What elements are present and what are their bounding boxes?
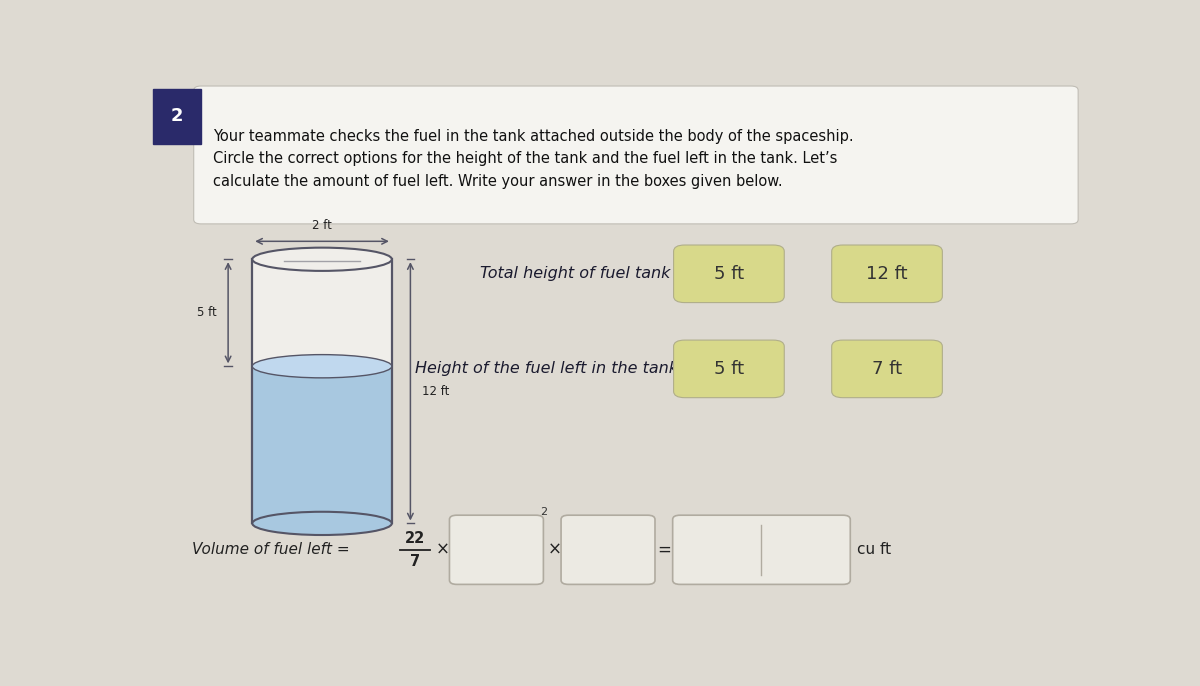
- FancyBboxPatch shape: [673, 340, 785, 398]
- Text: Height of the fuel left in the tank =: Height of the fuel left in the tank =: [415, 362, 696, 377]
- Text: 12 ft: 12 ft: [866, 265, 907, 283]
- FancyBboxPatch shape: [450, 515, 544, 584]
- FancyBboxPatch shape: [673, 515, 851, 584]
- FancyBboxPatch shape: [832, 340, 942, 398]
- Ellipse shape: [252, 248, 391, 271]
- FancyBboxPatch shape: [673, 245, 785, 303]
- Text: 5 ft: 5 ft: [714, 265, 744, 283]
- Text: Your teammate checks the fuel in the tank attached outside the body of the space: Your teammate checks the fuel in the tan…: [214, 128, 854, 189]
- Text: 2: 2: [541, 507, 547, 517]
- Text: 5 ft: 5 ft: [197, 306, 217, 319]
- Text: =: =: [658, 541, 671, 559]
- Bar: [252, 259, 392, 366]
- Text: 5 ft: 5 ft: [714, 360, 744, 378]
- Ellipse shape: [252, 355, 391, 378]
- FancyBboxPatch shape: [562, 515, 655, 584]
- Ellipse shape: [252, 512, 391, 535]
- Text: 22: 22: [404, 531, 425, 545]
- Text: Total height of fuel tank =: Total height of fuel tank =: [480, 266, 689, 281]
- Text: ×: ×: [547, 541, 562, 559]
- Text: 2 ft: 2 ft: [312, 219, 332, 232]
- Text: cu ft: cu ft: [857, 543, 890, 557]
- FancyBboxPatch shape: [152, 89, 202, 144]
- Text: 7: 7: [410, 554, 420, 569]
- Text: 12 ft: 12 ft: [421, 385, 449, 398]
- FancyBboxPatch shape: [832, 245, 942, 303]
- FancyBboxPatch shape: [193, 86, 1078, 224]
- Bar: [252, 366, 392, 523]
- Text: 2: 2: [170, 107, 184, 125]
- Text: 7 ft: 7 ft: [872, 360, 902, 378]
- Text: ×: ×: [436, 541, 450, 559]
- Text: Volume of fuel left =: Volume of fuel left =: [192, 543, 354, 557]
